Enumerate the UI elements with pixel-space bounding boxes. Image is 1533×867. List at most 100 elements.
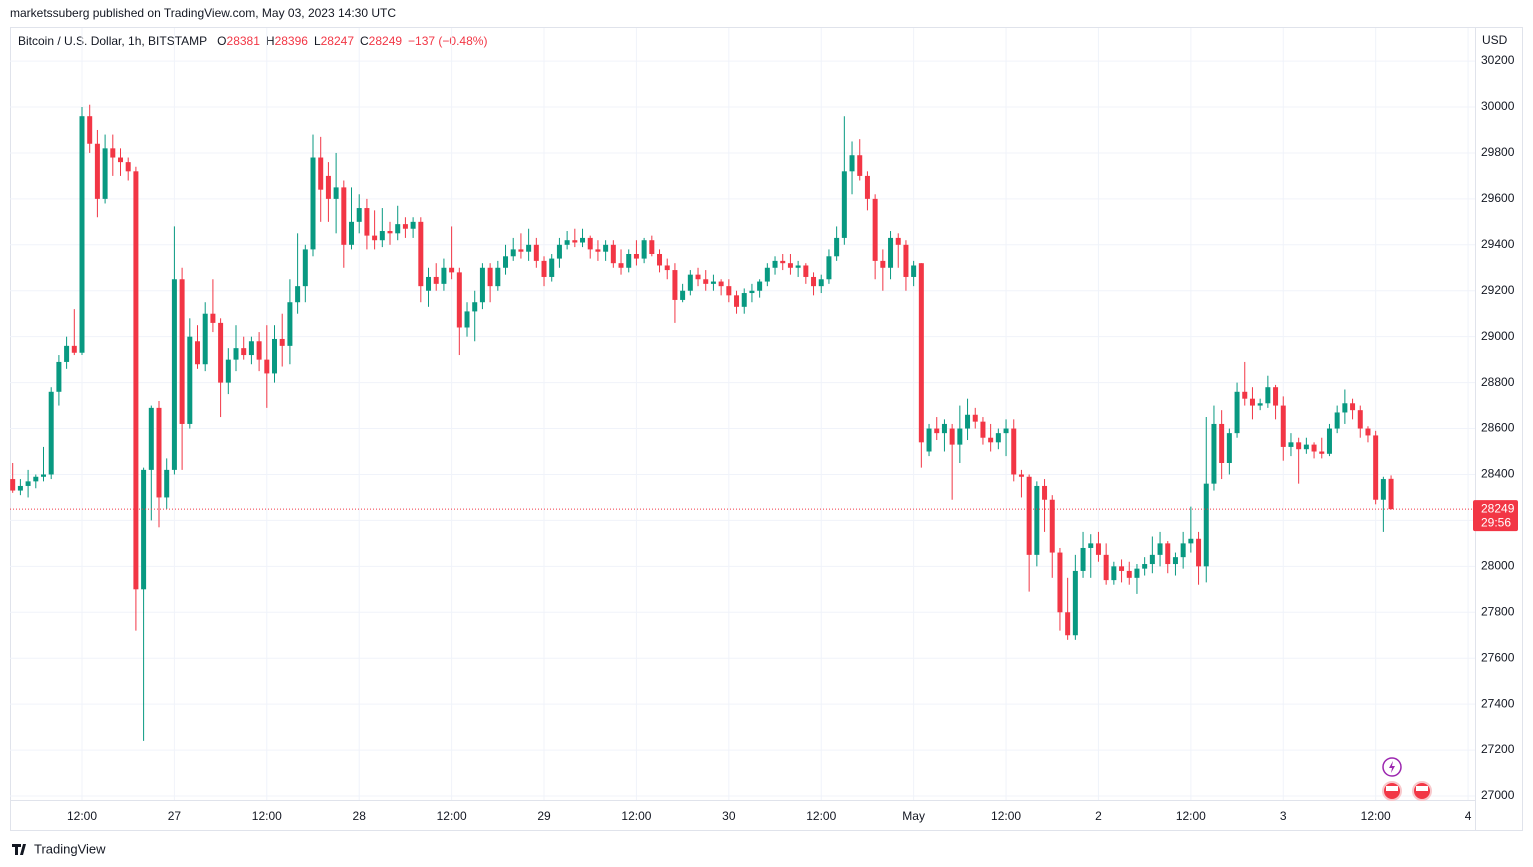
legend-key: H (266, 34, 275, 48)
candle-body (1342, 403, 1348, 413)
y-tick-label: 27800 (1481, 604, 1515, 618)
candle-body (1296, 442, 1302, 450)
candle-body (110, 148, 116, 158)
y-tick-label: 29400 (1481, 237, 1515, 251)
candle-body (826, 256, 832, 280)
candle-body (618, 263, 624, 268)
candle-body (195, 341, 201, 365)
candle-body (672, 270, 678, 300)
candle-body (787, 263, 793, 268)
candle-body (1273, 387, 1279, 406)
candle-body (241, 348, 247, 356)
candle-body (64, 345, 70, 362)
legend-value: 28396 (275, 34, 309, 48)
candle-body (872, 198, 878, 261)
candle-body (79, 116, 85, 353)
candle-body (1172, 557, 1178, 565)
candle-body (164, 469, 170, 498)
candle-body (1326, 428, 1332, 454)
last-price-badge (1473, 500, 1518, 532)
candle-body (1380, 479, 1386, 500)
legend-value: 28249 (369, 34, 403, 48)
candle-body (402, 224, 408, 229)
candle-body (1280, 405, 1286, 447)
candle-body (603, 244, 609, 252)
candle-body (71, 345, 77, 353)
candle-body (1111, 566, 1117, 581)
candle-body (965, 414, 971, 429)
candle-body (379, 231, 385, 241)
candle-body (710, 281, 716, 284)
candle-body (472, 302, 478, 312)
candle-body (1119, 566, 1125, 571)
candle-body (949, 428, 955, 445)
candle-body (695, 274, 701, 280)
x-tick-label: 12:00 (252, 809, 282, 823)
candle-body (456, 272, 462, 328)
tv-logo (12, 844, 26, 855)
x-tick-label: 12:00 (67, 809, 97, 823)
currency-label: USD (1482, 33, 1508, 47)
candle-body (510, 249, 516, 257)
candle-body (1203, 483, 1209, 567)
candle-body (187, 336, 193, 424)
candle-body (918, 263, 924, 443)
flag-stripe (1386, 786, 1398, 791)
candle-body (895, 237, 901, 245)
candle-body (356, 208, 362, 222)
y-tick-label: 29200 (1481, 283, 1515, 297)
candle-body (426, 276, 432, 291)
candle-body (1142, 564, 1148, 569)
candle-body (757, 281, 763, 291)
candle-body (795, 265, 801, 268)
candle-body (179, 279, 185, 424)
candle-body (349, 221, 355, 245)
candle-body (487, 267, 493, 287)
candle-body (926, 428, 932, 452)
x-tick-label: 27 (168, 809, 182, 823)
candle-body (156, 407, 162, 498)
candle-body (56, 361, 62, 392)
candle-body (1072, 570, 1078, 636)
candle-body (1088, 543, 1094, 548)
y-tick-label: 28400 (1481, 467, 1515, 481)
x-tick-label: 12:00 (437, 809, 467, 823)
candle-body (903, 244, 909, 277)
candle-body (649, 240, 655, 254)
legend-value: 28247 (321, 34, 355, 48)
candle-body (1219, 423, 1225, 463)
y-tick-label: 27200 (1481, 742, 1515, 756)
candle-body (33, 476, 39, 482)
candle-body (272, 338, 278, 374)
candle-body (533, 244, 539, 261)
candle-body (1265, 387, 1271, 404)
candle-body (495, 267, 501, 287)
candle-body (1134, 568, 1140, 578)
candle-body (564, 240, 570, 245)
candle-body (864, 175, 870, 199)
candle-body (1049, 499, 1055, 553)
candle-body (503, 256, 509, 268)
candle-body (749, 290, 755, 294)
legend-change: −137 (−0.48%) (408, 34, 487, 48)
candle-body (1365, 428, 1371, 436)
x-tick-label: 12:00 (1176, 809, 1206, 823)
candle-body (1311, 444, 1317, 452)
publisher-header: marketssuberg published on TradingView.c… (10, 6, 396, 20)
candle-body (1034, 485, 1040, 555)
candle-body (772, 260, 778, 268)
candle-body (17, 485, 23, 491)
candle-body (849, 155, 855, 172)
candle-body (1065, 612, 1071, 636)
candle-body (811, 276, 817, 287)
candle-body (1018, 474, 1024, 477)
footer-brand: TradingView (34, 841, 106, 856)
candle-body (40, 474, 46, 477)
event-icons (1382, 757, 1432, 801)
candle-body (880, 260, 886, 268)
candle-body (1234, 391, 1240, 434)
candle-body (1249, 398, 1255, 406)
candle-body (1357, 410, 1363, 429)
candle-body (580, 237, 586, 243)
candle-body (780, 260, 786, 264)
